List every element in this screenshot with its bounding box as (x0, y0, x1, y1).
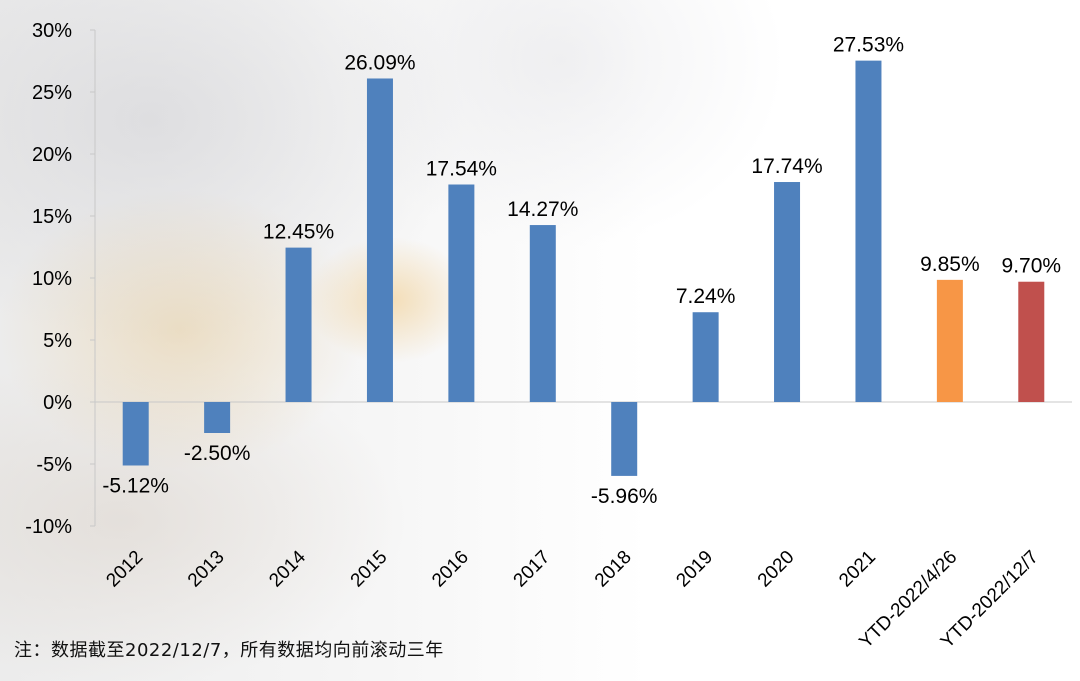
x-tick-label: 2017 (510, 547, 555, 592)
x-tick-label: 2014 (265, 546, 310, 591)
data-label: 17.74% (751, 155, 822, 178)
bar (529, 225, 556, 402)
data-label: -5.12% (102, 474, 169, 497)
bar (122, 402, 149, 466)
x-tick-label: 2020 (754, 547, 799, 592)
data-label: 9.70% (1002, 255, 1062, 278)
x-tick-label: 2019 (672, 547, 717, 592)
y-tick-label: 0% (43, 392, 72, 414)
data-label: 12.45% (263, 221, 334, 244)
y-tick-label: 20% (32, 144, 72, 166)
x-tick-label: 2018 (591, 547, 636, 592)
data-label: 26.09% (344, 51, 415, 74)
y-tick-label: 25% (32, 82, 72, 104)
data-label: 9.85% (920, 253, 980, 276)
y-tick-label: 15% (32, 206, 72, 228)
bar (1018, 281, 1045, 402)
y-tick-label: -10% (25, 516, 72, 538)
bar (448, 184, 475, 402)
data-label: 17.54% (426, 158, 497, 181)
y-tick-label: 5% (43, 330, 72, 352)
y-tick-label: -5% (36, 454, 72, 476)
bar (936, 279, 963, 402)
bar (774, 182, 801, 402)
x-tick-label: 2016 (428, 547, 473, 592)
y-tick-label: 10% (32, 268, 72, 290)
x-tick-label: 2021 (835, 547, 880, 592)
bar (366, 78, 393, 402)
x-tick-label: 2012 (102, 547, 147, 592)
data-label: 14.27% (507, 198, 578, 221)
bar (692, 312, 719, 402)
x-tick-label: 2013 (184, 547, 229, 592)
x-tick-label: 2015 (347, 547, 392, 592)
bar (204, 402, 231, 433)
bar (855, 60, 882, 403)
data-label: 7.24% (676, 285, 736, 308)
data-label: -2.50% (184, 442, 251, 465)
bar (611, 402, 638, 476)
y-tick-label: 30% (32, 20, 72, 42)
chart-footnote: 注：数据截至2022/12/7，所有数据均向前滚动三年 (14, 640, 444, 661)
data-label: -5.96% (591, 485, 658, 508)
bar (285, 247, 312, 402)
data-label: 27.53% (833, 34, 904, 57)
